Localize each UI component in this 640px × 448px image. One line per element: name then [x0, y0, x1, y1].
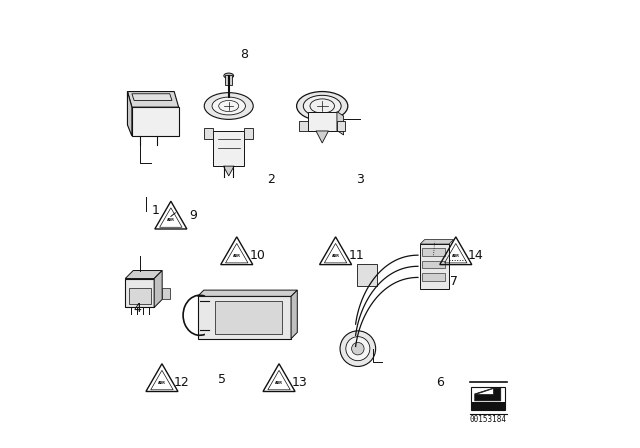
Text: ADR: ADR [332, 254, 340, 258]
Polygon shape [420, 240, 454, 244]
Polygon shape [132, 94, 172, 100]
Text: 3: 3 [356, 173, 364, 186]
Bar [244, 128, 253, 139]
Ellipse shape [204, 93, 253, 119]
Polygon shape [213, 130, 244, 166]
Text: 12: 12 [174, 375, 190, 388]
Text: 13: 13 [292, 375, 308, 388]
Ellipse shape [296, 91, 348, 121]
Polygon shape [132, 107, 179, 136]
Polygon shape [316, 131, 328, 143]
Polygon shape [223, 166, 234, 176]
Text: 9: 9 [189, 209, 197, 222]
Polygon shape [475, 388, 500, 401]
Text: ADR: ADR [452, 254, 460, 258]
Bar [204, 128, 213, 139]
Bar [125, 279, 154, 307]
Polygon shape [127, 91, 179, 107]
Bar [422, 261, 445, 268]
Bar [472, 387, 505, 410]
Bar [162, 289, 170, 299]
Text: ADR: ADR [158, 381, 166, 385]
Bar [337, 121, 346, 130]
Text: 2: 2 [267, 173, 275, 186]
Bar [422, 249, 445, 256]
Bar [422, 273, 445, 280]
Bar [198, 296, 291, 339]
Circle shape [351, 342, 364, 355]
Ellipse shape [212, 97, 245, 115]
Bar [357, 264, 376, 286]
Polygon shape [127, 91, 132, 136]
Bar [420, 244, 449, 289]
Bar [225, 75, 232, 85]
Text: 10: 10 [250, 249, 266, 262]
Polygon shape [475, 388, 493, 394]
Ellipse shape [224, 73, 234, 78]
Text: 5: 5 [218, 373, 226, 386]
Polygon shape [198, 290, 298, 296]
Polygon shape [154, 271, 162, 307]
Bar [308, 112, 337, 130]
Bar [299, 121, 308, 130]
Polygon shape [125, 271, 162, 279]
Bar [472, 402, 505, 410]
Text: ADR: ADR [167, 218, 175, 222]
Polygon shape [291, 290, 298, 339]
Text: ADR: ADR [233, 254, 241, 258]
Text: ADR: ADR [275, 381, 283, 385]
Text: 8: 8 [240, 48, 248, 61]
Text: 7: 7 [449, 276, 458, 289]
Text: 11: 11 [349, 249, 365, 262]
Text: 1: 1 [151, 204, 159, 217]
Circle shape [340, 331, 376, 366]
Text: 4: 4 [134, 302, 141, 315]
Ellipse shape [303, 95, 341, 116]
Bar [216, 301, 282, 334]
Circle shape [346, 336, 370, 361]
Text: 6: 6 [436, 375, 444, 388]
Bar [129, 288, 150, 304]
Text: 00153184: 00153184 [470, 415, 507, 424]
Text: 14: 14 [468, 249, 484, 262]
Polygon shape [337, 112, 344, 135]
